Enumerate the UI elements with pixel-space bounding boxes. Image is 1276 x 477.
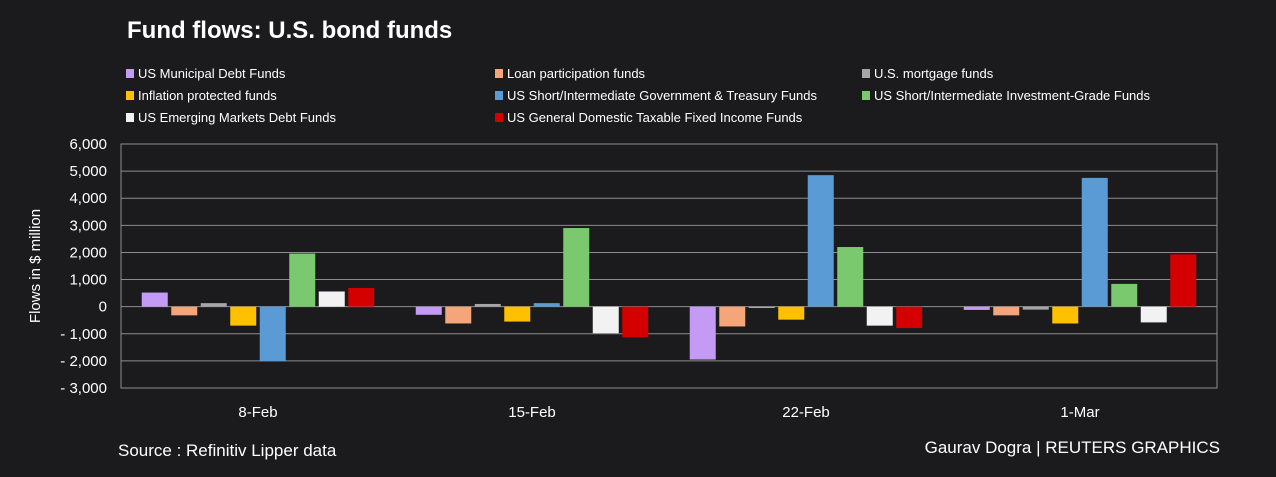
y-axis-title: Flows in $ million (27, 209, 44, 323)
bar (993, 306, 1020, 316)
bar (1111, 283, 1138, 307)
bar (474, 303, 501, 307)
x-tick-label: 15-Feb (508, 404, 556, 421)
legend-label: US Short/Intermediate Government & Treas… (507, 88, 817, 103)
bar (896, 306, 923, 329)
bar (748, 306, 775, 309)
y-tick-label: - 3,000 (60, 380, 107, 397)
bar (837, 247, 864, 307)
bar (719, 306, 746, 327)
legend-swatch (495, 91, 503, 100)
chart-legend: US Municipal Debt Funds Loan participati… (126, 66, 1266, 132)
bar (592, 306, 619, 334)
bar (230, 306, 257, 326)
legend-item-inflation-protected: Inflation protected funds (126, 88, 277, 103)
y-tick-label: - 2,000 (60, 353, 107, 370)
bar (963, 306, 990, 310)
bar (289, 253, 316, 307)
legend-label: US Municipal Debt Funds (138, 66, 286, 81)
legend-label: U.S. mortgage funds (874, 66, 994, 81)
legend-item-investment-grade: US Short/Intermediate Investment-Grade F… (862, 88, 1150, 103)
bar (1052, 306, 1079, 324)
y-tick-label: 5,000 (69, 163, 107, 180)
y-tick-label: 4,000 (69, 190, 107, 207)
bar (807, 175, 834, 307)
bar (504, 306, 531, 322)
bar (689, 306, 716, 360)
bar (348, 287, 375, 307)
y-tick-label: 3,000 (69, 217, 107, 234)
y-tick-label: - 1,000 (60, 326, 107, 343)
legend-swatch (126, 113, 134, 122)
bar (141, 292, 168, 307)
x-tick-label: 22-Feb (782, 404, 830, 421)
legend-item-loan-participation: Loan participation funds (495, 66, 645, 81)
bar (1140, 306, 1167, 323)
bar (415, 306, 442, 315)
bar (563, 228, 590, 307)
y-tick-label: 6,000 (69, 136, 107, 153)
legend-item-general-taxable: US General Domestic Taxable Fixed Income… (495, 110, 802, 125)
y-tick-label: 1,000 (69, 272, 107, 289)
legend-label: US General Domestic Taxable Fixed Income… (507, 110, 803, 125)
legend-item-govt-treasury: US Short/Intermediate Government & Treas… (495, 88, 817, 103)
bar (318, 291, 345, 307)
legend-label: Loan participation funds (507, 66, 646, 81)
bar (778, 306, 805, 320)
legend-swatch (862, 69, 870, 78)
bar (1170, 254, 1197, 307)
legend-swatch (495, 69, 503, 78)
legend-item-municipal: US Municipal Debt Funds (126, 66, 285, 81)
legend-item-emerging-markets: US Emerging Markets Debt Funds (126, 110, 336, 125)
graphics-credit: Gaurav Dogra | REUTERS GRAPHICS (924, 438, 1220, 457)
bar (1022, 306, 1049, 310)
x-tick-label: 1-Mar (1060, 404, 1099, 421)
y-tick-label: 0 (99, 299, 107, 316)
chart-title: Fund flows: U.S. bond funds (127, 17, 453, 44)
bar (259, 306, 286, 362)
legend-swatch (126, 69, 134, 78)
source-note: Source : Refinitiv Lipper data (118, 441, 337, 460)
bar (171, 306, 198, 316)
legend-item-mortgage: U.S. mortgage funds (862, 66, 993, 81)
legend-swatch (862, 91, 870, 100)
bar (533, 303, 560, 307)
bar (1081, 177, 1108, 307)
x-tick-label: 8-Feb (238, 404, 277, 421)
legend-label: US Emerging Markets Debt Funds (138, 110, 336, 125)
legend-swatch (495, 113, 503, 122)
bar (622, 306, 649, 338)
legend-label: US Short/Intermediate Investment-Grade F… (874, 88, 1151, 103)
bar (866, 306, 893, 326)
legend-swatch (126, 91, 134, 100)
y-tick-label: 2,000 (69, 244, 107, 261)
legend-label: Inflation protected funds (138, 88, 277, 103)
bar (200, 303, 227, 307)
bar (445, 306, 472, 324)
